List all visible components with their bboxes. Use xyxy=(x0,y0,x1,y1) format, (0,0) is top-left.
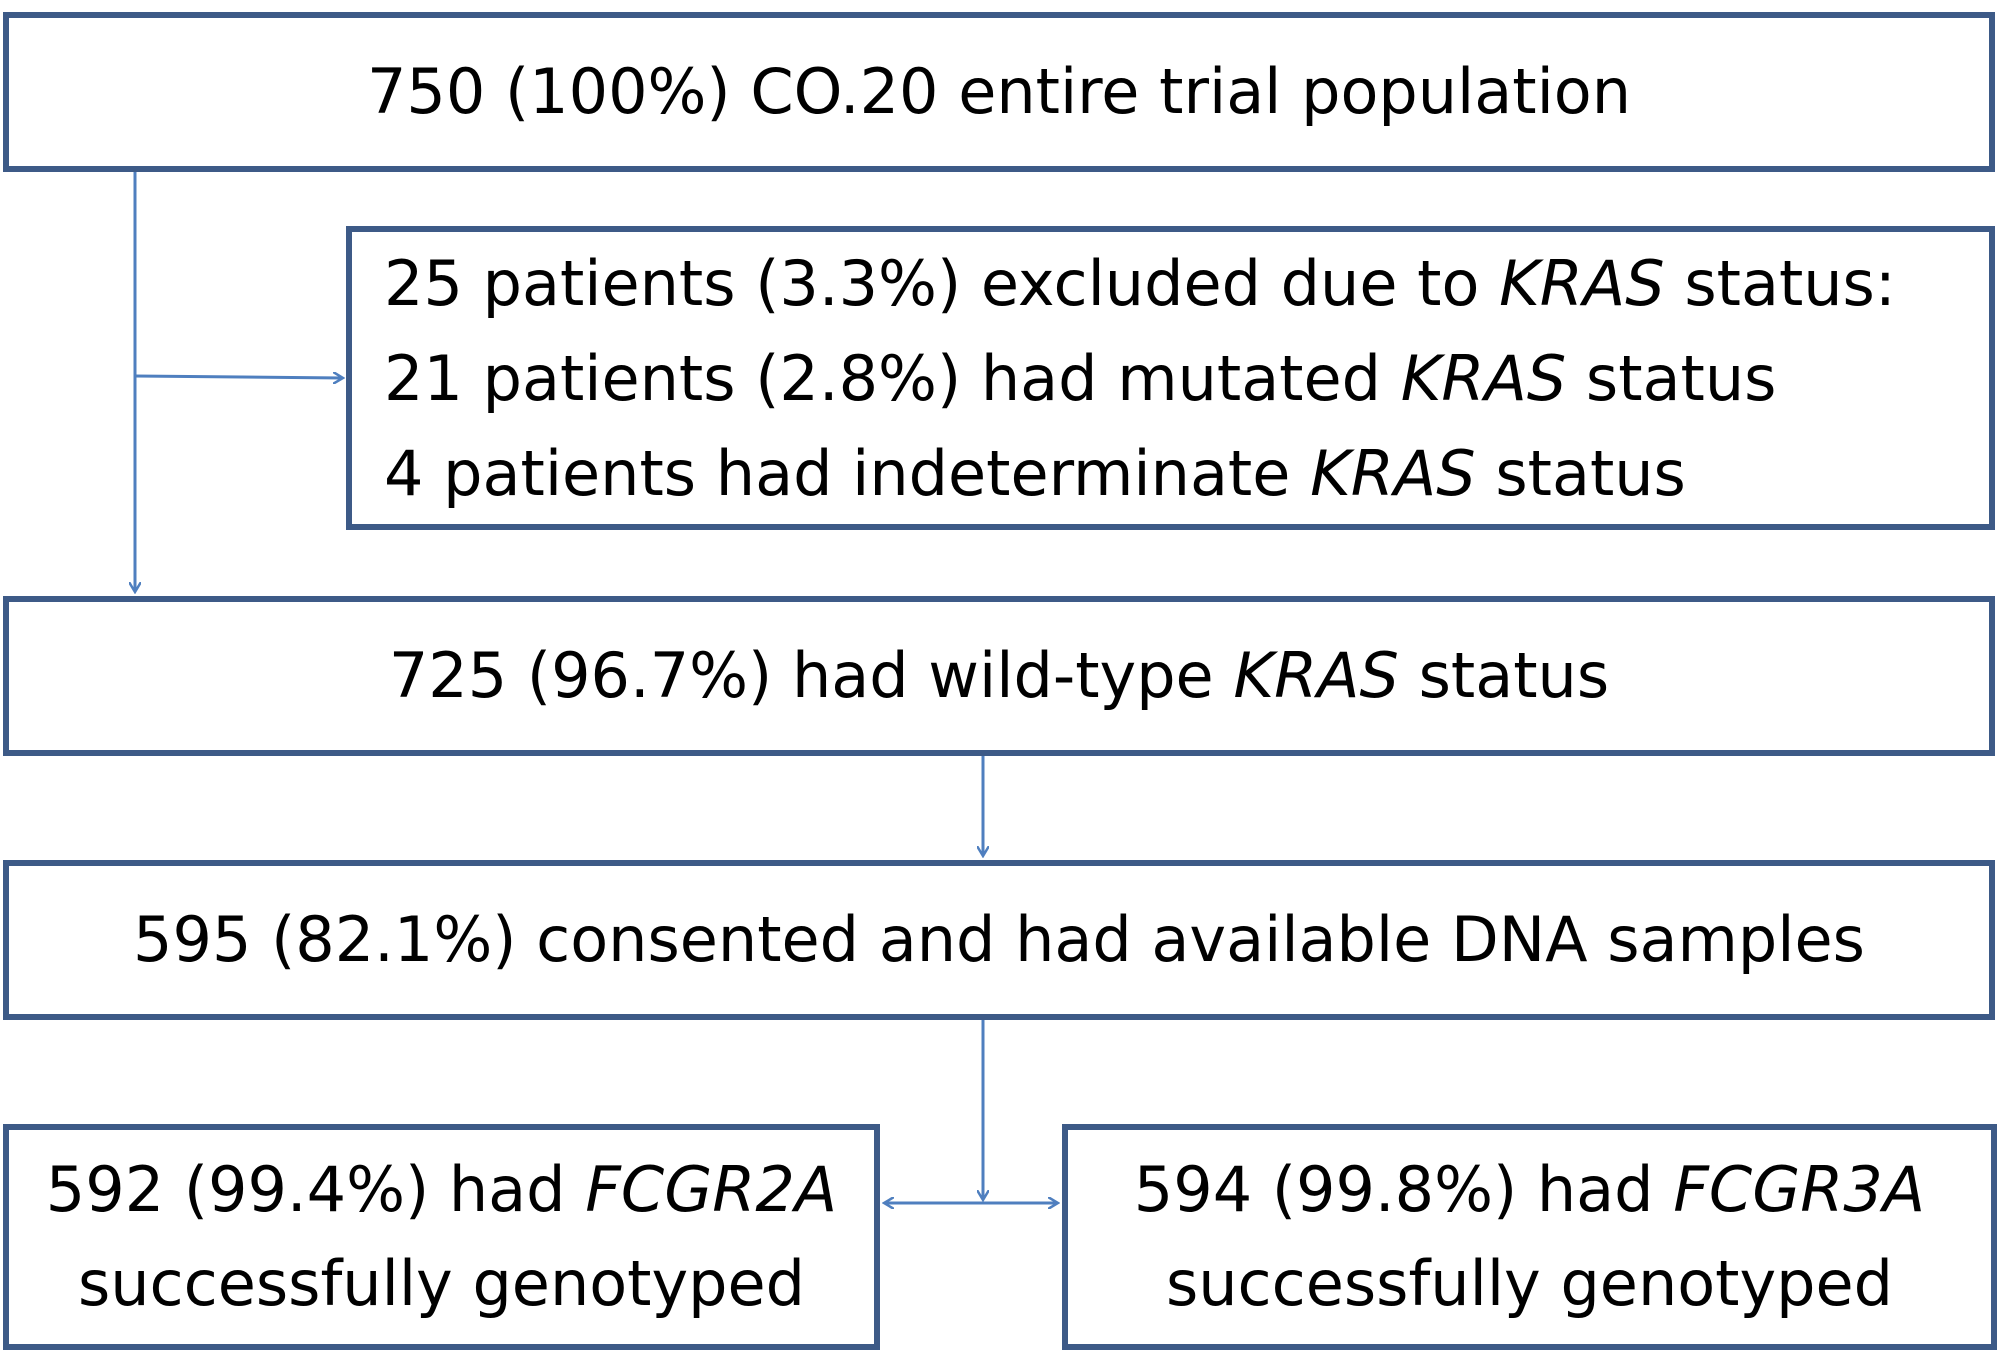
excluded-line-total: 25 patients (3.3%) excluded due to KRAS … xyxy=(384,246,1896,320)
gene-kras: KRAS xyxy=(1499,246,1665,320)
fcgr2a-line-count: 592 (99.4%) had FCGR2A xyxy=(45,1153,838,1226)
fcgr3a-genotyped-box: 594 (99.8%) had FCGR3A successfully geno… xyxy=(1062,1124,1997,1350)
fcgr2a-line-status: successfully genotyped xyxy=(77,1247,806,1320)
fcgr3a-line-status: successfully genotyped xyxy=(1165,1247,1894,1320)
consented-box: 595 (82.1%) consented and had available … xyxy=(3,860,1995,1020)
gene-fcgr3a: FCGR3A xyxy=(1673,1153,1926,1226)
gene-kras: KRAS xyxy=(1233,639,1399,712)
excluded-line-indeterminate: 4 patients had indeterminate KRAS status xyxy=(384,436,1686,510)
fcgr2a-genotyped-box: 592 (99.4%) had FCGR2A successfully geno… xyxy=(3,1124,880,1350)
entire-population-text: 750 (100%) CO.20 entire trial population xyxy=(366,55,1632,128)
wild-type-text: 725 (96.7%) had wild-type KRAS status xyxy=(388,639,1610,712)
excluded-patients-box: 25 patients (3.3%) excluded due to KRAS … xyxy=(346,226,1995,530)
arrow-to-excluded xyxy=(134,376,343,378)
entire-population-box: 750 (100%) CO.20 entire trial population xyxy=(3,12,1995,172)
gene-kras: KRAS xyxy=(1400,341,1567,415)
gene-kras: KRAS xyxy=(1310,436,1476,510)
consented-text: 595 (82.1%) consented and had available … xyxy=(133,903,1865,976)
excluded-line-mutated: 21 patients (2.8%) had mutated KRAS stat… xyxy=(384,341,1777,415)
wild-type-box: 725 (96.7%) had wild-type KRAS status xyxy=(3,596,1995,756)
fcgr3a-line-count: 594 (99.8%) had FCGR3A xyxy=(1133,1153,1926,1226)
gene-fcgr2a: FCGR2A xyxy=(585,1153,838,1226)
